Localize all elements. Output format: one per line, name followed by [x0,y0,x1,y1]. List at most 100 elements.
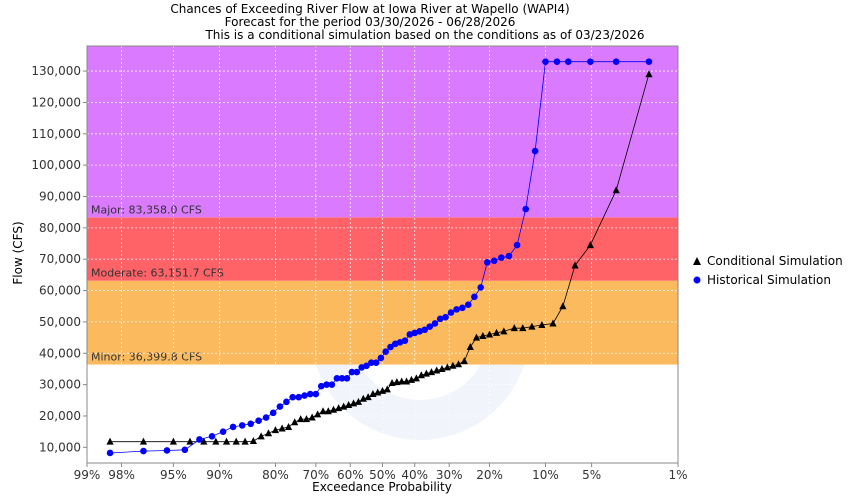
data-point-conditional-simulation [186,437,194,445]
data-point-conditional-simulation [291,418,299,426]
data-point-historical-simulation [255,417,262,424]
data-point-historical-simulation [353,368,361,376]
x-tick-label: 99% [74,468,101,482]
data-point-conditional-simulation [510,324,518,332]
y-tick-label: 20,000 [39,409,81,423]
y-tick-label: 120,000 [31,95,81,109]
data-point-conditional-simulation [479,332,487,340]
data-point-conditional-simulation [412,374,420,382]
data-point-conditional-simulation [571,261,579,269]
data-point-historical-simulation [542,58,549,65]
data-point-historical-simulation [368,359,375,366]
data-point-historical-simulation [196,436,203,443]
plot-area: Minor: 36,399.8 CFS Moderate: 63,151.7 CF… [86,46,679,463]
data-point-conditional-simulation [519,324,527,332]
data-point-conditional-simulation [319,407,327,415]
data-point-historical-simulation [382,348,389,355]
data-point-conditional-simulation [586,241,594,249]
data-point-conditional-simulation [212,437,220,445]
legend-marker-historical-simulation [693,276,701,284]
title-line-3: This is a conditional simulation based o… [204,28,644,42]
data-point-historical-simulation [269,409,277,417]
data-point-historical-simulation [447,309,455,316]
data-point-historical-simulation [328,381,336,388]
data-point-historical-simulation [276,403,284,410]
data-point-conditional-simulation [314,410,322,418]
axes: 10,000 20,000 30,000 40,000 50,000 60,000 70,0… [31,45,688,482]
data-point-historical-simulation [247,420,254,428]
data-point-conditional-simulation [466,342,474,350]
data-point-historical-simulation [363,362,370,370]
data-point-historical-simulation [498,254,505,261]
data-point-conditional-simulation [284,422,293,430]
data-point-historical-simulation [464,301,472,308]
data-point-conditional-simulation [393,378,401,386]
y-tick-label: 110,000 [31,127,81,141]
data-point-conditional-simulation [528,322,536,330]
x-tick-label: 20% [476,468,503,482]
band-label-major: Major: 83,358.0 CFS [91,203,202,216]
y-tick-label: 30,000 [39,378,81,392]
data-point-conditional-simulation [398,377,406,385]
data-point-historical-simulation [553,58,561,65]
data-point-conditional-simulation [383,385,391,393]
data-point-historical-simulation [312,390,320,398]
data-point-historical-simulation [338,375,346,382]
data-point-historical-simulation [416,328,423,335]
y-tick-label: 80,000 [39,221,81,235]
data-point-conditional-simulation [297,415,305,423]
data-point-conditional-simulation [264,429,273,437]
x-tick-label: 95% [160,468,187,482]
data-point-conditional-simulation [500,327,508,335]
x-axis-label: Exceedance Probability [312,480,452,494]
data-point-conditional-simulation [249,437,257,445]
data-point-historical-simulation [471,293,478,301]
data-point-conditional-simulation [454,360,463,368]
legend: Conditional Simulation Historical Simulat… [693,254,843,287]
data-point-historical-simulation [453,306,460,313]
data-point-historical-simulation [301,392,308,399]
x-tick-label: 50% [369,468,396,482]
data-point-historical-simulation [436,315,444,323]
data-point-historical-simulation [421,326,428,334]
x-tick-label: 40% [401,468,428,482]
data-point-conditional-simulation [241,437,249,445]
data-point-conditional-simulation [645,70,653,78]
data-point-conditional-simulation [612,186,620,194]
data-point-conditional-simulation [257,432,265,440]
data-point-historical-simulation [459,304,466,312]
data-point-conditional-simulation [200,437,208,445]
data-point-historical-simulation [283,398,290,406]
data-point-conditional-simulation [106,437,114,445]
data-point-conditional-simulation [485,330,494,338]
data-point-historical-simulation [612,58,620,65]
y-tick-label: 70,000 [39,252,81,266]
data-point-historical-simulation [348,368,356,376]
x-tick-label: 1% [668,468,687,482]
data-point-historical-simulation [442,313,449,321]
data-point-historical-simulation [208,433,216,440]
y-tick-label: 90,000 [39,189,81,203]
data-point-conditional-simulation [278,424,286,432]
x-tick-label: 10% [532,468,559,482]
data-point-historical-simulation [295,393,303,401]
title-line-2: Forecast for the period 03/30/2026 - 06/… [225,15,516,29]
data-point-historical-simulation [531,147,539,155]
data-point-historical-simulation [238,422,246,429]
data-point-conditional-simulation [492,328,501,336]
x-tick-label: 5% [582,468,601,482]
y-tick-label: 50,000 [39,315,81,329]
data-point-historical-simulation [306,390,314,398]
legend-marker-conditional-simulation [693,257,701,265]
series-conditional-simulation [106,70,653,445]
y-tick-label: 130,000 [31,64,81,78]
y-axis-label: Flow (CFS) [11,221,25,284]
data-point-historical-simulation [333,375,341,382]
data-point-historical-simulation [181,446,189,454]
data-point-conditional-simulation [232,437,240,445]
y-tick-label: 100,000 [31,158,81,172]
data-point-conditional-simulation [139,437,148,445]
data-point-historical-simulation [477,284,484,291]
legend-entry-conditional-simulation: Conditional Simulation [707,254,843,268]
series-historical-simulation [106,58,653,457]
